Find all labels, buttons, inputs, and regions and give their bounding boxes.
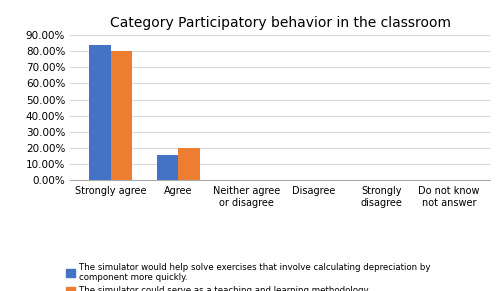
Title: Category Participatory behavior in the classroom: Category Participatory behavior in the c…	[110, 16, 450, 30]
Bar	[178, 148, 200, 180]
Bar	[111, 51, 132, 180]
Bar	[157, 155, 178, 180]
Legend: The simulator would help solve exercises that involve calculating depreciation b: The simulator would help solve exercises…	[66, 263, 430, 291]
Bar	[89, 45, 111, 180]
